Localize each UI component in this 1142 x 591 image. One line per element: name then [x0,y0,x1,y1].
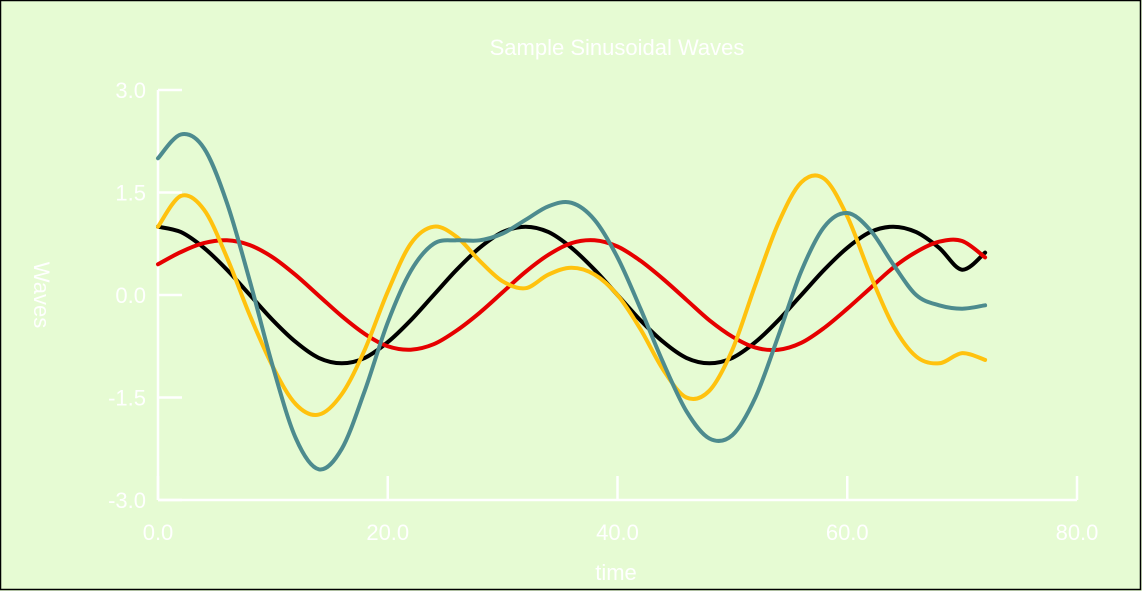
series-line-4 [156,132,988,472]
series-line-3 [156,173,988,417]
plot-area [156,132,988,472]
x-tick-label: 0.0 [143,520,174,545]
y-tick-label: 1.5 [115,181,146,206]
x-axis-label: time [595,560,637,585]
y-tick-label: -1.5 [108,386,146,411]
chart-title: Sample Sinusoidal Waves [490,35,745,60]
x-tick-label: 20.0 [366,520,409,545]
x-tick-label: 80.0 [1056,520,1099,545]
axes: 0.0 20.0 40.0 60.0 80.0 3.0 1.5 0.0 -1.5 -3.0 [108,78,1098,545]
y-axis-label: Waves [29,262,54,328]
x-tick-label: 60.0 [826,520,869,545]
y-tick-label: 3.0 [115,78,146,103]
series-line-1 [156,224,988,366]
x-tick-label: 40.0 [596,520,639,545]
y-tick-label: -3.0 [108,488,146,513]
series-line-2 [156,237,988,353]
y-tick-label: 0.0 [115,283,146,308]
